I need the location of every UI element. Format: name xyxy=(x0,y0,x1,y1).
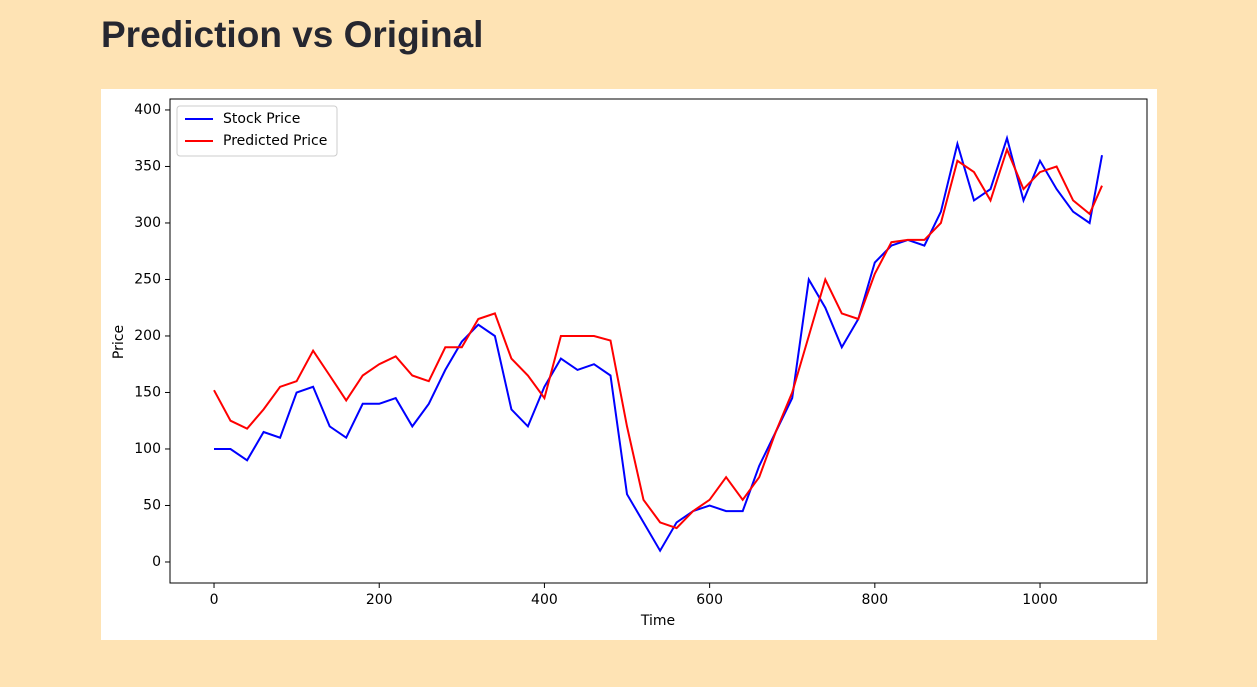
x-tick-label: 200 xyxy=(366,592,393,608)
y-tick-label: 100 xyxy=(134,441,161,457)
legend-box xyxy=(176,105,338,157)
x-tick-label: 400 xyxy=(531,592,558,608)
y-tick-label: 50 xyxy=(143,497,161,513)
y-tick-label: 300 xyxy=(134,215,161,231)
y-axis-label: Price xyxy=(111,325,127,359)
plot-frame xyxy=(169,98,1148,584)
y-tick-label: 350 xyxy=(134,158,161,174)
y-tick-label: 0 xyxy=(152,554,161,570)
y-tick-label: 200 xyxy=(134,328,161,344)
series-line xyxy=(214,134,1103,553)
page-title: Prediction vs Original xyxy=(101,14,484,55)
y-tick-label: 400 xyxy=(134,102,161,118)
legend-label: Stock Price xyxy=(223,111,300,127)
legend-label: Predicted Price xyxy=(223,133,327,149)
x-tick-label: 600 xyxy=(696,592,723,608)
x-tick-label: 1000 xyxy=(1022,592,1058,608)
series-line xyxy=(213,146,1103,530)
x-tick-label: 800 xyxy=(861,592,888,608)
y-tick-label: 150 xyxy=(134,384,161,400)
x-tick-label: 0 xyxy=(210,592,219,608)
chart: Time Price 0 200 400 600 800 1000 0 50 100 150 200… xyxy=(101,89,1157,640)
y-tick-label: 250 xyxy=(134,271,161,287)
x-axis-label: Time xyxy=(640,613,675,629)
